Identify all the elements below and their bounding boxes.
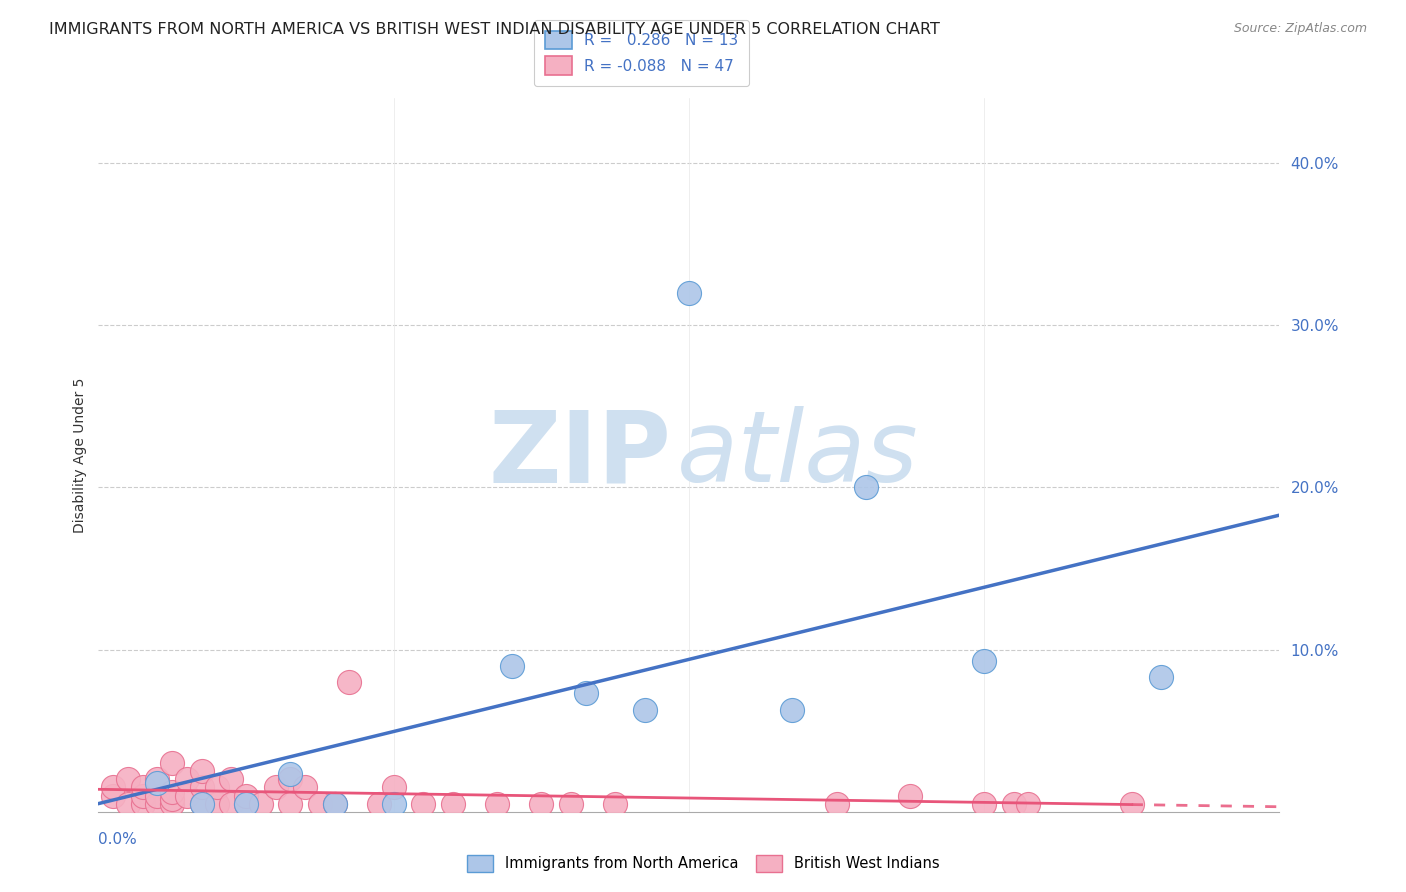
Point bbox=[162, 791, 183, 805]
Point bbox=[103, 789, 125, 803]
Point bbox=[825, 797, 848, 811]
Point bbox=[191, 780, 214, 795]
Point bbox=[855, 480, 877, 494]
Point bbox=[280, 772, 302, 787]
Point bbox=[264, 780, 287, 795]
Point bbox=[368, 797, 391, 811]
Point bbox=[146, 789, 169, 803]
Point bbox=[900, 789, 922, 803]
Legend: R =   0.286   N = 13, R = -0.088   N = 47: R = 0.286 N = 13, R = -0.088 N = 47 bbox=[534, 21, 749, 86]
Point bbox=[782, 702, 804, 716]
Point bbox=[250, 797, 273, 811]
Point bbox=[486, 797, 509, 811]
Point bbox=[191, 797, 214, 811]
Legend: Immigrants from North America, British West Indians: Immigrants from North America, British W… bbox=[461, 849, 945, 878]
Point bbox=[1150, 670, 1173, 684]
Point bbox=[162, 756, 183, 770]
Point bbox=[162, 785, 183, 799]
Point bbox=[1018, 797, 1040, 811]
Point bbox=[146, 772, 169, 787]
Point bbox=[132, 780, 155, 795]
Point bbox=[560, 797, 582, 811]
Point bbox=[221, 797, 243, 811]
Point bbox=[382, 797, 405, 811]
Point bbox=[441, 797, 464, 811]
Point bbox=[323, 797, 346, 811]
Point bbox=[575, 686, 598, 700]
Point bbox=[221, 772, 243, 787]
Text: IMMIGRANTS FROM NORTH AMERICA VS BRITISH WEST INDIAN DISABILITY AGE UNDER 5 CORR: IMMIGRANTS FROM NORTH AMERICA VS BRITISH… bbox=[49, 22, 941, 37]
Point bbox=[132, 797, 155, 811]
Point bbox=[530, 797, 553, 811]
Point bbox=[309, 797, 332, 811]
Point bbox=[235, 797, 257, 811]
Point bbox=[176, 772, 198, 787]
Point bbox=[205, 780, 228, 795]
Point bbox=[176, 789, 198, 803]
Point bbox=[1121, 797, 1143, 811]
Point bbox=[103, 780, 125, 795]
Point bbox=[146, 797, 169, 811]
Point bbox=[605, 797, 627, 811]
Point bbox=[678, 285, 700, 300]
Point bbox=[117, 772, 139, 787]
Text: 0.0%: 0.0% bbox=[98, 831, 138, 847]
Point bbox=[191, 797, 214, 811]
Point bbox=[412, 797, 434, 811]
Point bbox=[634, 702, 657, 716]
Y-axis label: Disability Age Under 5: Disability Age Under 5 bbox=[73, 377, 87, 533]
Point bbox=[973, 797, 995, 811]
Point bbox=[973, 654, 995, 668]
Point bbox=[132, 789, 155, 803]
Point bbox=[280, 797, 302, 811]
Point bbox=[1002, 797, 1025, 811]
Point bbox=[117, 797, 139, 811]
Text: atlas: atlas bbox=[678, 407, 918, 503]
Point bbox=[280, 767, 302, 781]
Point bbox=[323, 797, 346, 811]
Point bbox=[382, 780, 405, 795]
Point bbox=[191, 764, 214, 779]
Text: ZIP: ZIP bbox=[488, 407, 671, 503]
Text: Source: ZipAtlas.com: Source: ZipAtlas.com bbox=[1233, 22, 1367, 36]
Point bbox=[235, 789, 257, 803]
Point bbox=[235, 797, 257, 811]
Point bbox=[339, 675, 361, 690]
Point bbox=[294, 780, 316, 795]
Point bbox=[501, 658, 523, 673]
Point bbox=[162, 797, 183, 811]
Point bbox=[205, 797, 228, 811]
Point bbox=[146, 775, 169, 789]
